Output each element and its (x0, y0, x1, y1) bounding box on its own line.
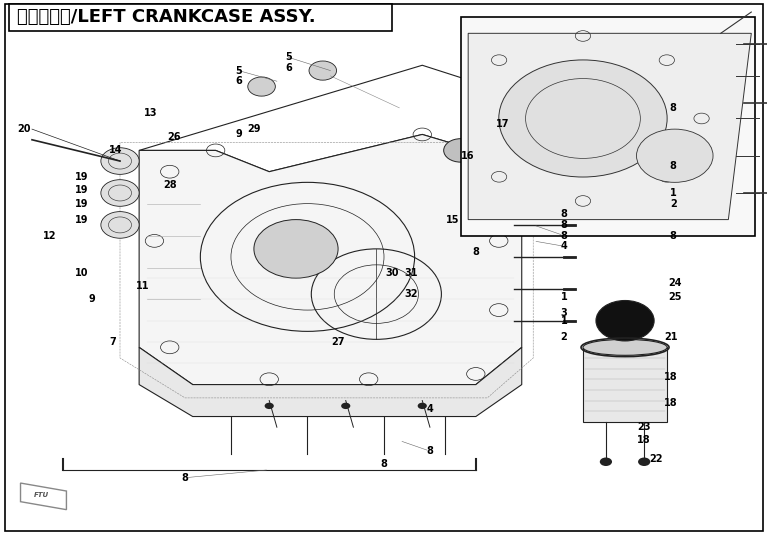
Text: 6: 6 (285, 63, 292, 73)
Text: 8: 8 (561, 220, 568, 230)
Text: 27: 27 (331, 337, 345, 347)
Text: 18: 18 (637, 435, 651, 446)
Text: 26: 26 (167, 132, 180, 142)
Polygon shape (468, 33, 751, 219)
Circle shape (638, 457, 650, 466)
Circle shape (248, 77, 276, 96)
Text: 23: 23 (637, 422, 651, 432)
Circle shape (600, 457, 612, 466)
Circle shape (498, 60, 667, 177)
Circle shape (101, 148, 139, 174)
Text: 19: 19 (75, 215, 88, 225)
Text: 12: 12 (43, 231, 56, 241)
Polygon shape (139, 134, 521, 385)
Text: 4: 4 (426, 403, 433, 414)
Text: 8: 8 (670, 162, 677, 171)
Text: 10: 10 (75, 268, 88, 278)
Text: 8: 8 (561, 209, 568, 219)
Text: 31: 31 (404, 268, 418, 278)
Text: 17: 17 (496, 119, 509, 129)
Text: 2: 2 (670, 198, 677, 209)
Circle shape (101, 180, 139, 207)
Text: 14: 14 (109, 146, 123, 155)
Text: 4: 4 (561, 241, 568, 251)
Text: 18: 18 (664, 398, 678, 408)
Text: 8: 8 (426, 446, 433, 456)
Circle shape (254, 219, 338, 278)
Text: 8: 8 (670, 231, 677, 241)
Text: 8: 8 (670, 103, 677, 113)
Text: 8: 8 (472, 247, 479, 257)
Text: 19: 19 (75, 198, 88, 209)
Text: 6: 6 (235, 76, 242, 86)
Circle shape (265, 403, 274, 409)
Text: 3: 3 (561, 308, 568, 318)
Circle shape (341, 403, 350, 409)
Text: 5: 5 (285, 52, 292, 62)
Text: 24: 24 (668, 278, 681, 288)
Text: 21: 21 (664, 332, 677, 342)
Text: 18: 18 (664, 372, 678, 381)
Polygon shape (139, 347, 521, 417)
Text: 16: 16 (462, 151, 475, 160)
Circle shape (444, 139, 478, 162)
Text: 8: 8 (381, 460, 387, 469)
Text: 30: 30 (385, 268, 399, 278)
Text: 8: 8 (561, 231, 568, 241)
Text: 9: 9 (88, 294, 95, 304)
Bar (461, 17, 755, 235)
Circle shape (596, 301, 654, 341)
Bar (583, 347, 667, 422)
Text: 13: 13 (144, 108, 157, 118)
Text: 左曲轴箱组/LEFT CRANKCASE ASSY.: 左曲轴箱组/LEFT CRANKCASE ASSY. (17, 9, 316, 26)
Text: 29: 29 (247, 124, 260, 134)
Text: 9: 9 (235, 129, 242, 140)
Text: 15: 15 (446, 215, 459, 225)
Circle shape (101, 212, 139, 238)
Text: 28: 28 (163, 180, 177, 190)
Text: 32: 32 (404, 289, 418, 299)
Text: 20: 20 (18, 124, 31, 134)
Text: 25: 25 (668, 292, 681, 302)
Circle shape (418, 403, 427, 409)
Text: 7: 7 (109, 337, 116, 347)
Text: 22: 22 (649, 454, 663, 464)
Bar (9, 4, 392, 30)
Text: 19: 19 (75, 185, 88, 195)
Text: 19: 19 (75, 172, 88, 182)
Text: 1: 1 (670, 188, 677, 198)
Text: 8: 8 (181, 473, 188, 483)
Text: 2: 2 (561, 332, 568, 342)
Text: 5: 5 (235, 66, 242, 75)
Circle shape (309, 61, 336, 80)
Text: FTU: FTU (34, 492, 48, 498)
Circle shape (637, 129, 713, 182)
Ellipse shape (583, 339, 667, 355)
Text: 1: 1 (561, 292, 568, 302)
Text: 1: 1 (561, 316, 568, 326)
Text: 11: 11 (136, 281, 150, 291)
